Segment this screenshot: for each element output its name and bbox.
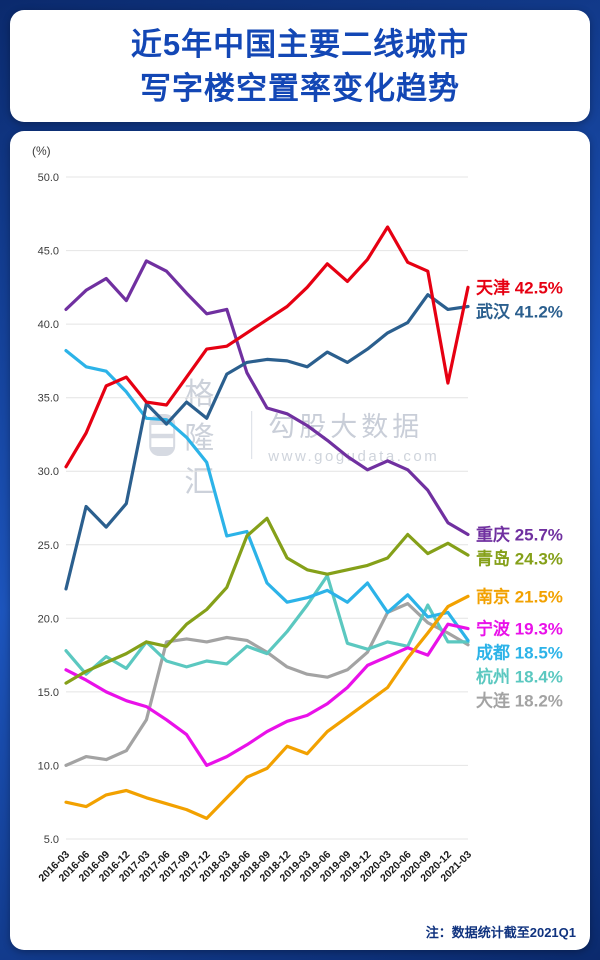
series-line-青岛 bbox=[64, 516, 470, 685]
y-tick-label: 30.0 bbox=[38, 466, 59, 478]
y-tick-label: 45.0 bbox=[38, 246, 59, 258]
series-line-天津 bbox=[64, 225, 470, 469]
watermark-url: www.gogudata.com bbox=[268, 448, 440, 466]
series-label-宁波: 宁波 19.3% bbox=[476, 619, 563, 639]
series-label-成都: 成都 18.5% bbox=[476, 643, 563, 663]
series-label-南京: 南京 21.5% bbox=[476, 586, 563, 606]
series-line-南京 bbox=[64, 594, 470, 821]
watermark-divider bbox=[251, 411, 253, 460]
y-tick-label: 20.0 bbox=[38, 613, 59, 625]
series-label-重庆: 重庆 25.7% bbox=[476, 525, 563, 545]
y-tick-label: 15.0 bbox=[38, 687, 59, 699]
series-line-成都 bbox=[64, 349, 470, 643]
y-tick-label: 40.0 bbox=[38, 319, 59, 331]
series-label-杭州: 杭州 18.4% bbox=[476, 667, 563, 687]
y-axis-unit-label: (%) bbox=[32, 144, 51, 158]
series-label-武汉: 武汉 41.2% bbox=[476, 301, 563, 321]
chart-title-banner: 近5年中国主要二线城市 写字楼空置率变化趋势 bbox=[10, 10, 590, 123]
data-footnote: 注：数据统计截至2021Q1 bbox=[425, 925, 576, 940]
chart-card: 〓 格隆汇 勾股大数据 www.gogudata.com 5.0 10.0 15.0… bbox=[10, 131, 590, 950]
y-tick-label: 35.0 bbox=[38, 393, 59, 405]
series-line-大连 bbox=[64, 602, 470, 768]
series-line-武汉 bbox=[64, 293, 470, 591]
watermark-logo: 〓 格隆汇 bbox=[149, 369, 235, 501]
y-tick-label: 25.0 bbox=[38, 540, 59, 552]
series-line-重庆 bbox=[64, 259, 470, 537]
title-line-1: 近5年中国主要二线城市 bbox=[130, 27, 470, 62]
watermark: 〓 格隆汇 勾股大数据 www.gogudata.com bbox=[149, 369, 439, 501]
series-label-天津: 天津 42.5% bbox=[476, 277, 563, 297]
series-line-杭州 bbox=[64, 574, 470, 676]
series-label-大连: 大连 18.2% bbox=[476, 691, 563, 711]
series-label-青岛: 青岛 24.3% bbox=[476, 549, 563, 569]
vacancy-trend-line-chart: 5.0 10.0 15.0 20.0 25.0 30.0 35.0 40.0 45.0 50.0 (… bbox=[32, 144, 563, 884]
title-line-2: 写字楼空置率变化趋势 bbox=[140, 71, 460, 107]
y-tick-label: 5.0 bbox=[44, 834, 59, 846]
series-line-宁波 bbox=[64, 622, 470, 768]
y-tick-label: 10.0 bbox=[38, 760, 59, 772]
y-tick-label: 50.0 bbox=[38, 172, 59, 184]
